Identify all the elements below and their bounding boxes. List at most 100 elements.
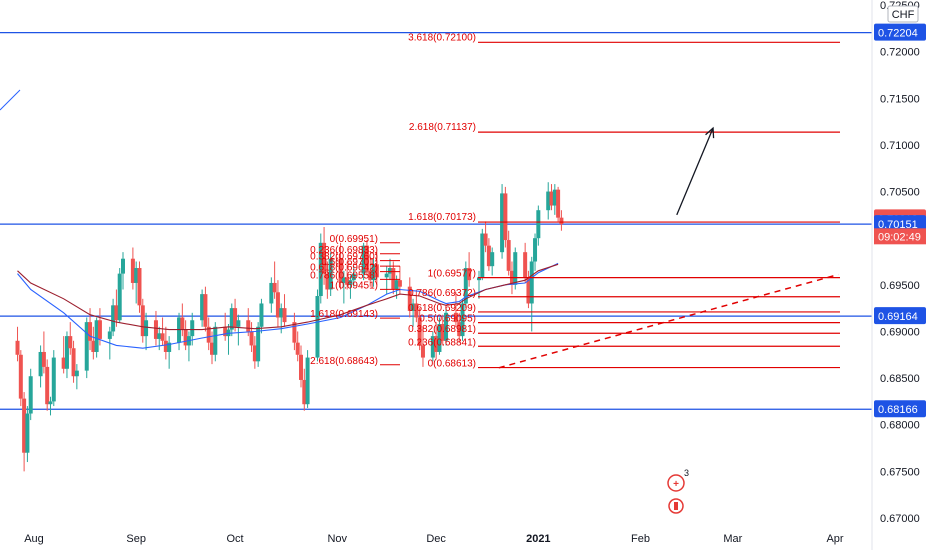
candle[interactable] [114,305,119,321]
candle[interactable] [292,322,297,343]
candle[interactable] [18,354,23,399]
candle[interactable] [414,303,419,318]
candle[interactable] [325,273,330,290]
candle[interactable] [117,273,122,321]
candle[interactable] [252,345,257,362]
candle[interactable] [246,320,251,332]
candle[interactable] [552,189,557,206]
candle[interactable] [51,357,56,402]
candle[interactable] [420,345,425,358]
candle[interactable] [282,308,287,323]
candle[interactable] [315,296,320,358]
candle[interactable] [25,413,30,453]
candle[interactable] [180,317,185,330]
candle[interactable] [200,294,205,321]
candle[interactable] [345,277,350,285]
currency-label-box[interactable] [887,5,919,23]
candle[interactable] [417,317,422,346]
candle[interactable] [526,277,531,304]
candle[interactable] [486,245,491,267]
candle[interactable] [203,294,208,327]
candle[interactable] [453,312,458,323]
candle[interactable] [467,268,472,281]
candle[interactable] [74,370,79,377]
candle[interactable] [500,193,505,253]
candle[interactable] [397,280,402,287]
candle[interactable] [48,401,53,405]
candle[interactable] [137,268,142,306]
candle[interactable] [84,322,89,371]
candle[interactable] [371,264,376,281]
candle[interactable] [121,258,125,274]
candle[interactable] [460,303,465,337]
candle[interactable] [361,245,366,274]
candle[interactable] [64,336,69,369]
candle[interactable] [91,340,96,352]
candle[interactable] [160,333,165,341]
candle[interactable] [430,336,435,358]
candle[interactable] [536,210,541,239]
trendline[interactable] [498,273,839,369]
candle[interactable] [38,351,43,377]
candle[interactable] [275,292,280,318]
candle[interactable] [272,282,277,293]
time-axis[interactable]: Aug Sep Oct Nov Dec 2021 Feb Mar Apr [24,533,844,545]
candle[interactable] [341,277,346,283]
candle[interactable] [533,238,538,262]
candle[interactable] [440,323,445,341]
candle[interactable] [61,357,66,369]
candle[interactable] [295,342,300,355]
candle[interactable] [477,277,481,281]
candle[interactable] [259,303,264,327]
candle[interactable] [394,280,399,290]
candle[interactable] [45,366,50,405]
candle[interactable] [236,320,241,327]
candle[interactable] [556,189,561,218]
candle[interactable] [444,312,449,341]
candle[interactable] [411,303,416,311]
candle[interactable] [299,354,303,380]
candle[interactable] [463,268,468,304]
events-badge[interactable]: + 3 [667,468,689,514]
candle[interactable] [130,258,135,283]
plot-area[interactable]: 3.618(0.72100) 2.618(0.71137) 1.618(0.7017… [0,32,872,472]
price-axis[interactable]: 0.725000.720000.715000.710000.705000.700… [880,0,920,525]
candle[interactable] [144,320,149,337]
candle[interactable] [223,326,228,337]
candle[interactable] [546,191,551,211]
candle[interactable] [529,261,534,304]
candle[interactable] [88,322,93,341]
candle[interactable] [338,258,343,283]
candle[interactable] [391,268,396,290]
candle[interactable] [256,326,261,362]
projection-arrow[interactable] [676,127,714,216]
candle[interactable] [279,308,284,318]
candle[interactable] [503,193,508,241]
candle[interactable] [549,191,554,206]
candle[interactable] [22,398,27,453]
candle[interactable] [384,273,389,278]
candle[interactable] [206,326,211,343]
candle[interactable] [249,331,254,346]
candle[interactable] [374,264,379,278]
event-icon[interactable] [667,474,685,492]
candle[interactable] [513,252,518,285]
candle[interactable] [302,379,307,405]
candle[interactable] [157,333,162,339]
candle[interactable] [213,326,218,355]
candle[interactable] [167,342,172,352]
candle[interactable] [140,305,145,337]
candle[interactable] [71,348,76,377]
candle[interactable] [41,351,46,367]
candle[interactable] [348,280,353,285]
candle[interactable] [15,340,20,355]
candle[interactable] [506,240,511,271]
candle[interactable] [351,273,356,281]
candle[interactable] [269,282,274,304]
candle[interactable] [318,242,323,297]
candle[interactable] [437,323,442,352]
candle[interactable] [388,268,392,274]
candle[interactable] [229,308,234,330]
candle[interactable] [457,322,462,337]
candle[interactable] [490,252,495,267]
